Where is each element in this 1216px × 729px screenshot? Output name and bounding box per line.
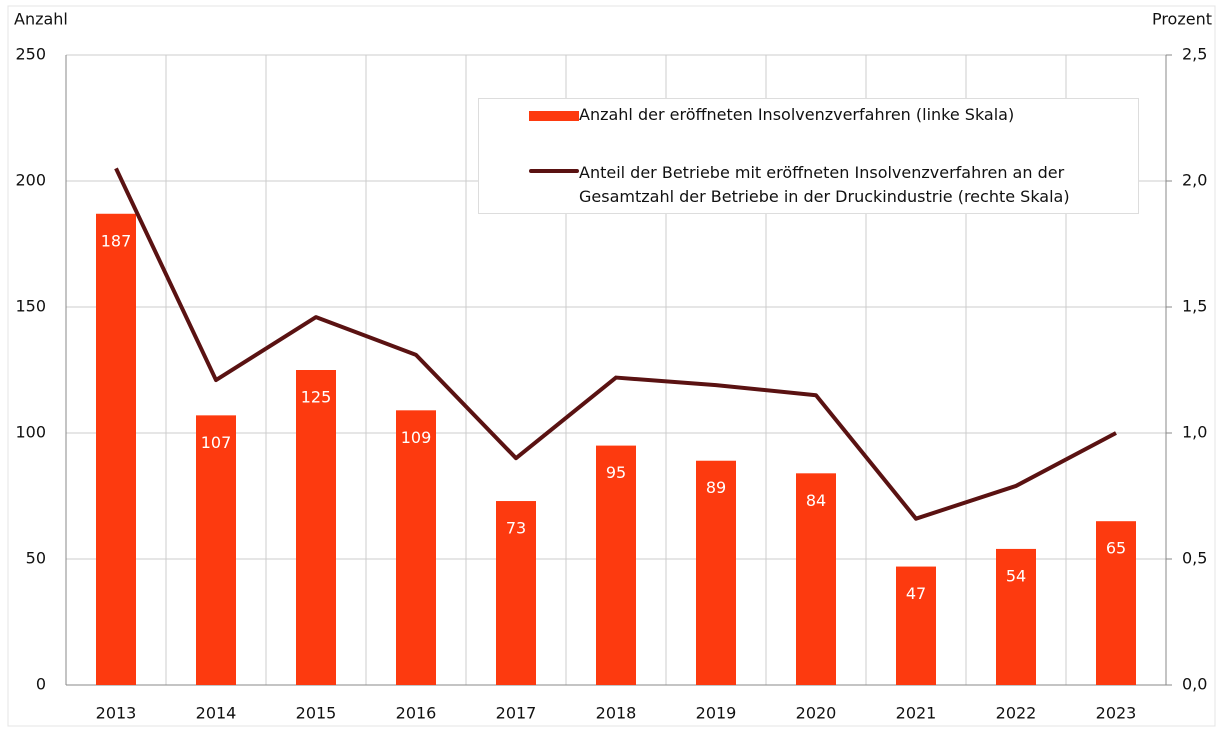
x-tick-label: 2018: [596, 704, 637, 723]
bar-value-label: 73: [506, 519, 526, 538]
y2-axis-label: Prozent: [1152, 10, 1212, 29]
bar-value-label: 65: [1106, 539, 1126, 558]
y2-tick-label: 0,0: [1182, 675, 1207, 694]
y2-tick-label: 0,5: [1182, 549, 1207, 568]
bar: [596, 445, 636, 685]
legend: Anzahl der eröffneten Insolvenzverfahren…: [478, 98, 1139, 214]
bar-value-label: 187: [101, 231, 132, 250]
bar: [1096, 521, 1136, 685]
y-tick-label: 250: [15, 45, 46, 64]
y2-tick-label: 1,5: [1182, 297, 1207, 316]
legend-swatch: [529, 111, 579, 121]
bar-value-label: 47: [906, 584, 926, 603]
bar: [896, 566, 936, 685]
bar-value-label: 107: [201, 433, 232, 452]
legend-label: Anzahl der eröffneten Insolvenzverfahren…: [579, 105, 1015, 124]
x-tick-label: 2019: [696, 704, 737, 723]
bar: [296, 370, 336, 685]
legend-label: Anteil der Betriebe mit eröffneten Insol…: [579, 163, 1070, 206]
legend-item: Anteil der Betriebe mit eröffneten Insol…: [529, 161, 1079, 209]
x-tick-label: 2020: [796, 704, 837, 723]
bar-value-label: 109: [401, 428, 432, 447]
legend-item: Anzahl der eröffneten Insolvenzverfahren…: [529, 103, 1079, 127]
y-tick-label: 100: [15, 423, 46, 442]
x-tick-label: 2017: [496, 704, 537, 723]
y-tick-label: 200: [15, 171, 46, 190]
y-tick-label: 150: [15, 297, 46, 316]
y2-tick-label: 1,0: [1182, 423, 1207, 442]
y2-tick-label: 2,5: [1182, 45, 1207, 64]
x-tick-label: 2014: [196, 704, 237, 723]
y-tick-label: 0: [36, 675, 46, 694]
bar-value-label: 95: [606, 463, 626, 482]
bar-value-label: 54: [1006, 566, 1026, 585]
x-tick-label: 2022: [996, 704, 1037, 723]
bar: [996, 548, 1036, 685]
x-tick-label: 2013: [96, 704, 137, 723]
y-tick-label: 50: [26, 549, 46, 568]
bar: [696, 460, 736, 685]
bar: [96, 213, 136, 685]
x-tick-label: 2021: [896, 704, 937, 723]
bar: [796, 473, 836, 685]
bar-value-label: 89: [706, 478, 726, 497]
bar-value-label: 125: [301, 388, 332, 407]
legend-swatch: [529, 169, 579, 173]
x-tick-label: 2015: [296, 704, 337, 723]
bar-value-label: 84: [806, 491, 826, 510]
frame: [7, 5, 1216, 727]
bar: [396, 410, 436, 685]
bar: [196, 415, 236, 685]
y2-tick-label: 2,0: [1182, 171, 1207, 190]
line: [114, 167, 1117, 521]
x-tick-label: 2016: [396, 704, 437, 723]
y-axis-label: Anzahl: [14, 10, 68, 29]
bar: [496, 501, 536, 685]
x-tick-label: 2023: [1096, 704, 1137, 723]
